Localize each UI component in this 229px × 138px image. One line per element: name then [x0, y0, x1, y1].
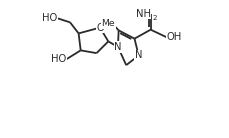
Text: NH: NH: [136, 9, 151, 19]
Text: HO: HO: [42, 13, 57, 23]
Text: 2: 2: [152, 15, 157, 21]
Text: N: N: [114, 42, 122, 52]
Text: O: O: [96, 23, 104, 33]
Text: HO: HO: [51, 54, 66, 64]
Text: N: N: [135, 51, 142, 60]
Text: Me: Me: [101, 19, 115, 28]
Text: OH: OH: [167, 32, 182, 42]
